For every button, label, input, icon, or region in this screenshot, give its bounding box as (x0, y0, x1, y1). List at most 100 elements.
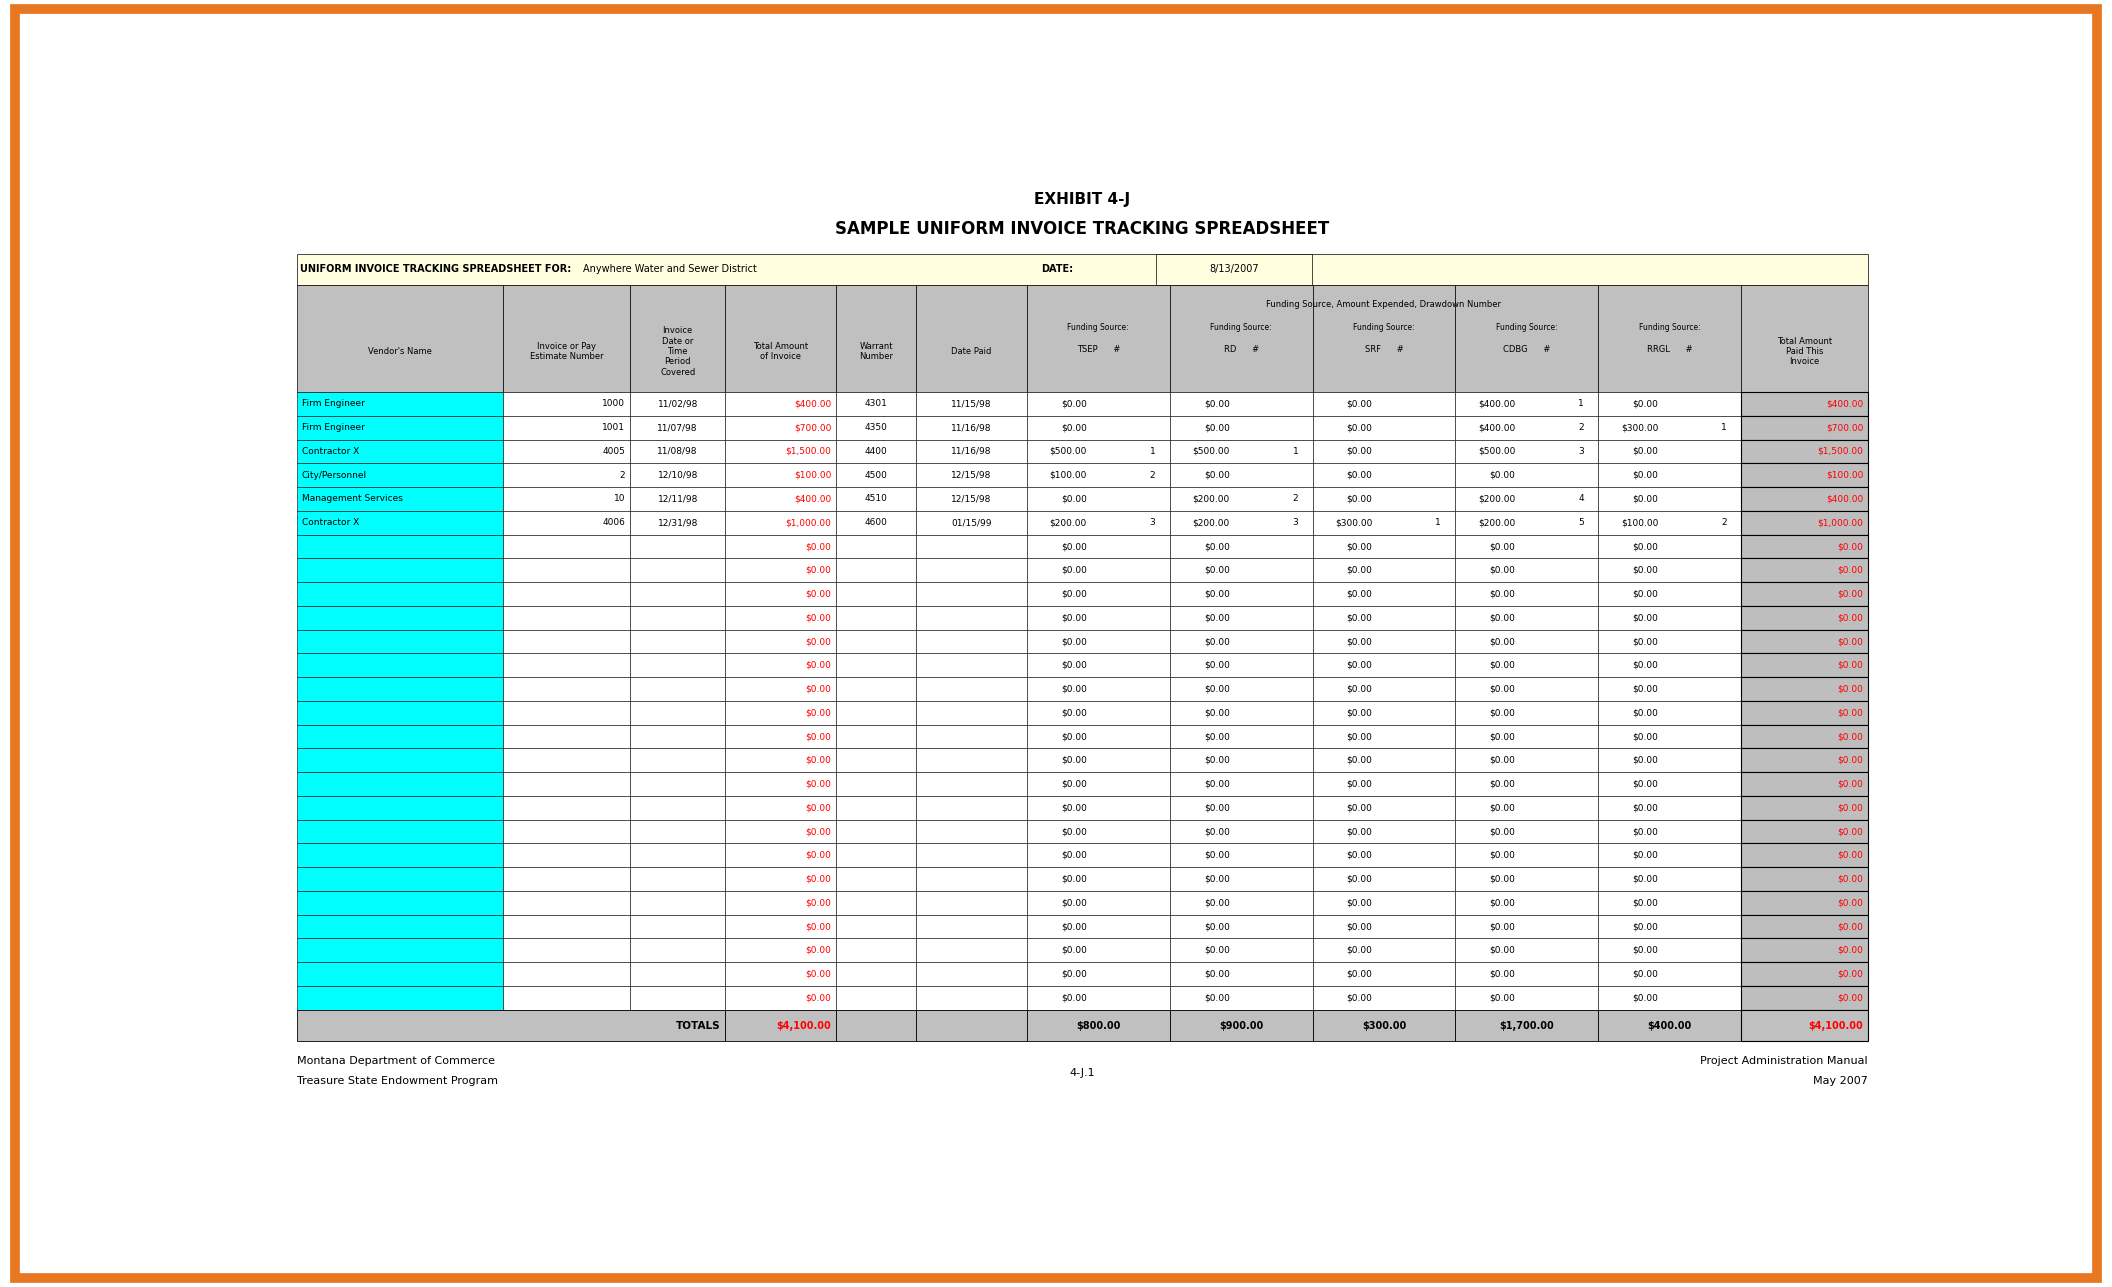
Bar (1740, 749, 1867, 772)
Bar (1312, 463, 1455, 486)
Text: $0.00: $0.00 (1204, 921, 1229, 931)
Bar (1455, 511, 1599, 534)
Text: Contractor X: Contractor X (302, 519, 359, 528)
Bar (836, 511, 917, 534)
Bar (1740, 654, 1867, 677)
Bar (836, 1010, 917, 1041)
Text: $0.00: $0.00 (805, 898, 832, 907)
Bar (836, 534, 917, 559)
Bar (1312, 629, 1455, 654)
Text: $0.00: $0.00 (805, 755, 832, 764)
Text: $0.00: $0.00 (1347, 851, 1373, 860)
Bar (503, 963, 629, 986)
Bar (1170, 606, 1312, 629)
Text: CDBG      #: CDBG # (1504, 345, 1550, 354)
Text: 1: 1 (1721, 423, 1728, 432)
Bar (1599, 606, 1740, 629)
Text: 2: 2 (1149, 471, 1155, 480)
Bar (629, 582, 724, 606)
Bar (1026, 511, 1170, 534)
Text: $0.00: $0.00 (1204, 946, 1229, 955)
Bar (1026, 795, 1170, 820)
Text: Funding Source:: Funding Source: (1495, 323, 1559, 332)
Text: $0.00: $0.00 (1347, 708, 1373, 717)
Bar (1455, 867, 1599, 891)
Bar (836, 938, 917, 963)
Bar (629, 867, 724, 891)
Bar (503, 820, 629, 843)
Text: $0.00: $0.00 (1060, 589, 1088, 598)
Bar (724, 938, 836, 963)
Bar (724, 416, 836, 440)
Bar (1455, 629, 1599, 654)
Text: UNIFORM INVOICE TRACKING SPREADSHEET FOR:: UNIFORM INVOICE TRACKING SPREADSHEET FOR… (300, 264, 570, 274)
Bar (836, 867, 917, 891)
Text: $0.00: $0.00 (1489, 875, 1516, 884)
Bar (503, 677, 629, 701)
Bar (836, 677, 917, 701)
Text: $0.00: $0.00 (1060, 875, 1088, 884)
Text: $200.00: $200.00 (1478, 494, 1516, 503)
Text: $0.00: $0.00 (1633, 780, 1658, 789)
Text: $400.00: $400.00 (1827, 494, 1863, 503)
Text: $0.00: $0.00 (1837, 685, 1863, 694)
Text: $0.00: $0.00 (1204, 755, 1229, 764)
Bar (1026, 559, 1170, 582)
Bar (296, 393, 503, 416)
Text: $0.00: $0.00 (1837, 921, 1863, 931)
Bar (296, 795, 503, 820)
Bar (1740, 795, 1867, 820)
Text: $0.00: $0.00 (1347, 471, 1373, 480)
Bar (1455, 915, 1599, 938)
Bar (1740, 393, 1867, 416)
Bar (724, 393, 836, 416)
Bar (296, 701, 503, 725)
Bar (1599, 843, 1740, 867)
Bar (1455, 559, 1599, 582)
Bar (503, 629, 629, 654)
Text: $0.00: $0.00 (1837, 566, 1863, 575)
Bar (629, 677, 724, 701)
Text: TOTALS: TOTALS (676, 1021, 720, 1031)
Bar (917, 416, 1026, 440)
Text: $0.00: $0.00 (1633, 708, 1658, 717)
Text: 4400: 4400 (864, 447, 887, 456)
Bar (1455, 938, 1599, 963)
Bar (1599, 559, 1740, 582)
Bar (296, 654, 503, 677)
Bar (1740, 1010, 1867, 1041)
Text: 4350: 4350 (864, 423, 887, 432)
Bar (836, 915, 917, 938)
Bar (1740, 867, 1867, 891)
Bar (1455, 416, 1599, 440)
Bar (1312, 416, 1455, 440)
Bar (629, 440, 724, 463)
Text: 11/02/98: 11/02/98 (657, 399, 697, 408)
Text: $0.00: $0.00 (1489, 660, 1516, 669)
Bar (1026, 701, 1170, 725)
Bar (836, 440, 917, 463)
Bar (1026, 286, 1170, 393)
Bar (1312, 654, 1455, 677)
Text: $0.00: $0.00 (1489, 732, 1516, 741)
Text: Treasure State Endowment Program: Treasure State Endowment Program (296, 1076, 498, 1086)
Bar (296, 606, 503, 629)
Bar (1455, 463, 1599, 486)
Text: $0.00: $0.00 (1204, 542, 1229, 551)
Bar (1170, 629, 1312, 654)
Bar (1026, 677, 1170, 701)
Text: 12/11/98: 12/11/98 (657, 494, 697, 503)
Text: $4,100.00: $4,100.00 (1808, 1021, 1863, 1031)
Text: $200.00: $200.00 (1193, 494, 1229, 503)
Text: $0.00: $0.00 (1347, 921, 1373, 931)
Bar (503, 393, 629, 416)
Text: 11/16/98: 11/16/98 (950, 423, 991, 432)
Text: $0.00: $0.00 (1633, 637, 1658, 646)
Text: $300.00: $300.00 (1335, 519, 1373, 528)
Bar (1740, 820, 1867, 843)
Bar (724, 582, 836, 606)
Bar (1455, 606, 1599, 629)
Bar (629, 286, 724, 393)
Text: $0.00: $0.00 (1837, 708, 1863, 717)
Text: May 2007: May 2007 (1814, 1076, 1867, 1086)
